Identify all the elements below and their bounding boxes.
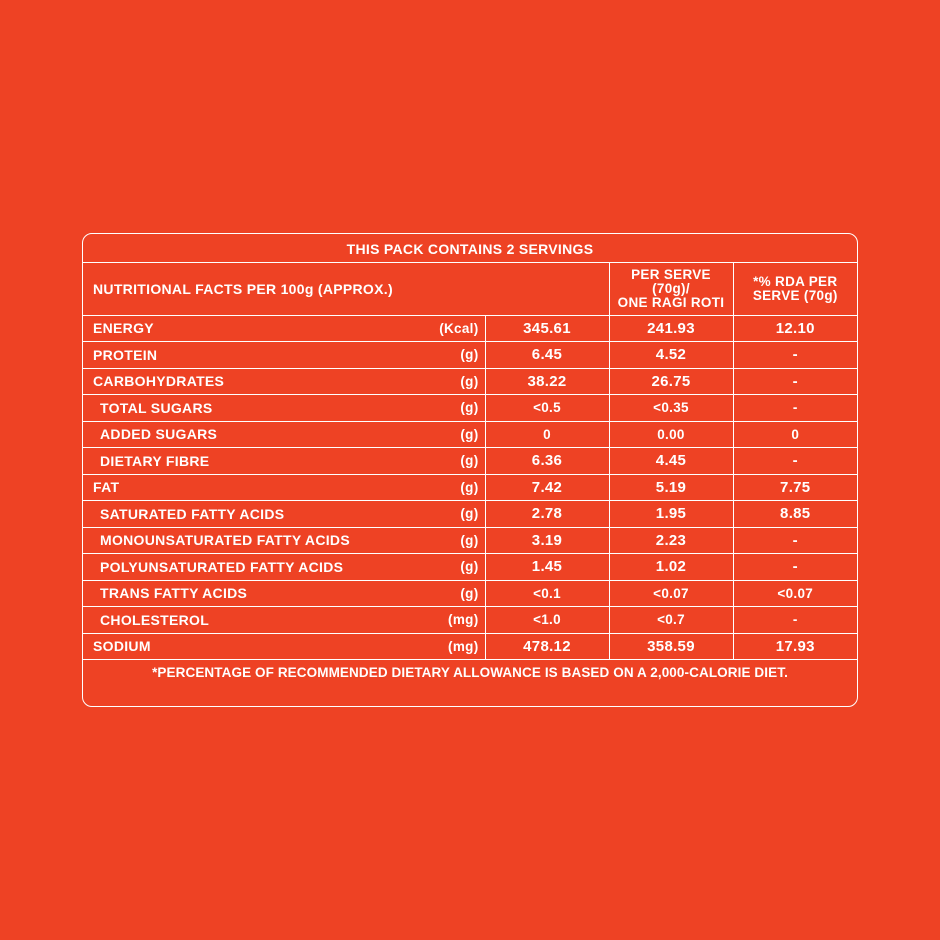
value-per-serve: 26.75 <box>609 368 734 395</box>
nutrient-name: ADDED SUGARS <box>83 421 398 448</box>
value-per-100g: <1.0 <box>485 606 610 634</box>
table-row: SODIUM (mg) 478.12 358.59 17.93 <box>83 633 857 660</box>
rda-footnote: *PERCENTAGE OF RECOMMENDED DIETARY ALLOW… <box>152 665 788 680</box>
value-rda: 0 <box>733 421 857 448</box>
value-per-100g: 345.61 <box>485 315 610 342</box>
nutrient-unit: (g) <box>398 341 486 369</box>
table-row: CARBOHYDRATES (g) 38.22 26.75- <box>83 368 857 395</box>
value-per-100g: 0 <box>485 421 610 448</box>
value-rda: 12.10 <box>733 315 857 342</box>
value-rda: - <box>733 341 857 369</box>
table-row: PROTEIN (g) 6.45 4.52- <box>83 341 857 369</box>
value-per-serve: 0.00 <box>609 421 734 448</box>
header-rda-line-1: *% RDA PER <box>753 273 838 289</box>
nutrient-unit: (g) <box>398 421 486 448</box>
nutrient-name: SODIUM <box>83 633 398 660</box>
table-row: FAT (g) 7.42 5.19 7.75 <box>83 474 857 501</box>
value-rda: - <box>733 527 857 554</box>
nutrient-name: TOTAL SUGARS <box>83 394 398 422</box>
servings-banner: THIS PACK CONTAINS 2 SERVINGS <box>83 234 857 263</box>
nutrient-name: FAT <box>83 474 398 501</box>
table-row: DIETARY FIBRE (g) 6.36 4.45- <box>83 447 857 475</box>
value-rda: 17.93 <box>733 633 857 660</box>
header-per-serve-line-1: PER SERVE <box>631 266 711 282</box>
nutrient-unit: (g) <box>398 474 486 501</box>
value-rda: - <box>733 606 857 634</box>
value-per-100g: 6.36 <box>485 447 610 475</box>
table-row: CHOLESTEROL (mg) <1.0 <0.7- <box>83 606 857 634</box>
nutrient-unit: (g) <box>398 368 486 395</box>
value-per-serve: 4.52 <box>609 341 734 369</box>
value-per-serve: 4.45 <box>609 447 734 475</box>
table-row: SATURATED FATTY ACIDS (g) 2.78 1.95 8.85 <box>83 500 857 528</box>
value-per-100g: <0.1 <box>485 580 610 607</box>
nutrition-table: NUTRITIONAL FACTS PER 100g (APPROX.) PER… <box>83 263 857 660</box>
nutrient-unit: (g) <box>398 394 486 422</box>
value-per-100g: 478.12 <box>485 633 610 660</box>
nutrient-name: TRANS FATTY ACIDS <box>83 580 398 607</box>
header-rda-line-2: SERVE (70g) <box>752 287 838 303</box>
nutrient-name: MONOUNSATURATED FATTY ACIDS <box>83 527 398 554</box>
header-per-serve-line-2: (70g)/ <box>652 280 690 296</box>
value-per-serve: 1.95 <box>609 500 734 528</box>
nutrient-unit: (g) <box>398 500 486 528</box>
nutrient-unit: (g) <box>398 447 486 475</box>
value-per-serve: <0.7 <box>609 606 734 634</box>
nutrient-name: SATURATED FATTY ACIDS <box>83 500 398 528</box>
nutrition-facts-panel: THIS PACK CONTAINS 2 SERVINGS NUTRITIONA… <box>82 233 858 707</box>
table-row: ENERGY (Kcal) 345.61 241.93 12.10 <box>83 315 857 342</box>
value-per-100g: 1.45 <box>485 553 610 581</box>
value-per-100g: <0.5 <box>485 394 610 422</box>
value-per-serve: 2.23 <box>609 527 734 554</box>
value-per-serve: 241.93 <box>609 315 734 342</box>
value-rda: - <box>733 553 857 581</box>
value-per-serve: <0.35 <box>609 394 734 422</box>
table-row: TRANS FATTY ACIDS (g) <0.1 <0.07 <0.07 <box>83 580 857 607</box>
value-per-serve: 5.19 <box>609 474 734 501</box>
table-row: MONOUNSATURATED FATTY ACIDS (g) 3.19 2.23- <box>83 527 857 554</box>
value-per-serve: <0.07 <box>609 580 734 607</box>
value-per-100g: 6.45 <box>485 341 610 369</box>
nutrient-name: CHOLESTEROL <box>83 606 398 634</box>
table-row: TOTAL SUGARS (g) <0.5 <0.35- <box>83 394 857 422</box>
value-per-serve: 1.02 <box>609 553 734 581</box>
nutrient-unit: (g) <box>398 527 486 554</box>
table-row: ADDED SUGARS (g) 0 0.00 0 <box>83 421 857 448</box>
nutrient-unit: (Kcal) <box>398 315 486 342</box>
value-per-100g: 3.19 <box>485 527 610 554</box>
value-per-100g: 38.22 <box>485 368 610 395</box>
table-row: POLYUNSATURATED FATTY ACIDS (g) 1.45 1.02- <box>83 553 857 581</box>
nutrient-name: ENERGY <box>83 315 398 342</box>
value-per-100g: 7.42 <box>485 474 610 501</box>
value-rda: - <box>733 447 857 475</box>
header-per-serve: PER SERVE (70g)/ ONE RAGI ROTI <box>609 263 734 316</box>
value-rda: 8.85 <box>733 500 857 528</box>
value-per-serve: 358.59 <box>609 633 734 660</box>
nutrient-name: POLYUNSATURATED FATTY ACIDS <box>83 553 398 581</box>
header-nutrition-facts: NUTRITIONAL FACTS PER 100g (APPROX.) <box>83 263 610 316</box>
value-rda: - <box>733 394 857 422</box>
value-rda: - <box>733 368 857 395</box>
nutrient-name: PROTEIN <box>83 341 398 369</box>
value-per-100g: 2.78 <box>485 500 610 528</box>
header-rda: *% RDA PER SERVE (70g) <box>733 263 857 316</box>
nutrient-unit: (g) <box>398 580 486 607</box>
header-per-serve-line-3: ONE RAGI ROTI <box>617 294 725 310</box>
table-header-row: NUTRITIONAL FACTS PER 100g (APPROX.) PER… <box>83 263 857 316</box>
nutrient-name: CARBOHYDRATES <box>83 368 398 395</box>
value-rda: <0.07 <box>733 580 857 607</box>
nutrient-unit: (mg) <box>398 633 486 660</box>
nutrient-name: DIETARY FIBRE <box>83 447 398 475</box>
nutrient-unit: (mg) <box>398 606 486 634</box>
value-rda: 7.75 <box>733 474 857 501</box>
nutrient-unit: (g) <box>398 553 486 581</box>
